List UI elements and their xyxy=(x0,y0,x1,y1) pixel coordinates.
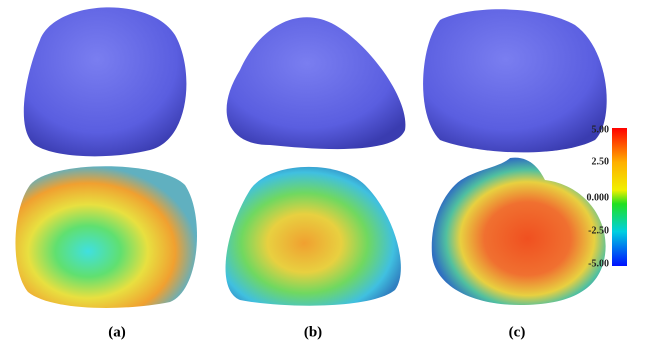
panel-b xyxy=(226,17,406,305)
colorbar-tick: 2.50 xyxy=(592,156,610,167)
shape-top xyxy=(227,17,406,149)
shape-top xyxy=(24,7,187,156)
panel-label: (c) xyxy=(509,324,526,340)
colorbar-tick: 5.00 xyxy=(592,124,610,135)
colorbar xyxy=(612,128,627,266)
figure: (a) (b) (c) 5.00 2.50 0.000 -2.50 -5.00 xyxy=(0,0,653,346)
shape-heat xyxy=(226,167,401,306)
shape-top xyxy=(423,9,607,152)
panel-label: (b) xyxy=(304,324,322,340)
shape-heat xyxy=(15,166,197,308)
colorbar-tick: 0.000 xyxy=(587,192,610,203)
panel-a xyxy=(15,7,197,308)
panel-c xyxy=(423,9,607,305)
panel-label: (a) xyxy=(108,324,126,340)
shape-heat xyxy=(432,158,606,305)
colorbar-tick: -5.00 xyxy=(588,258,609,269)
colorbar-tick: -2.50 xyxy=(588,225,609,236)
